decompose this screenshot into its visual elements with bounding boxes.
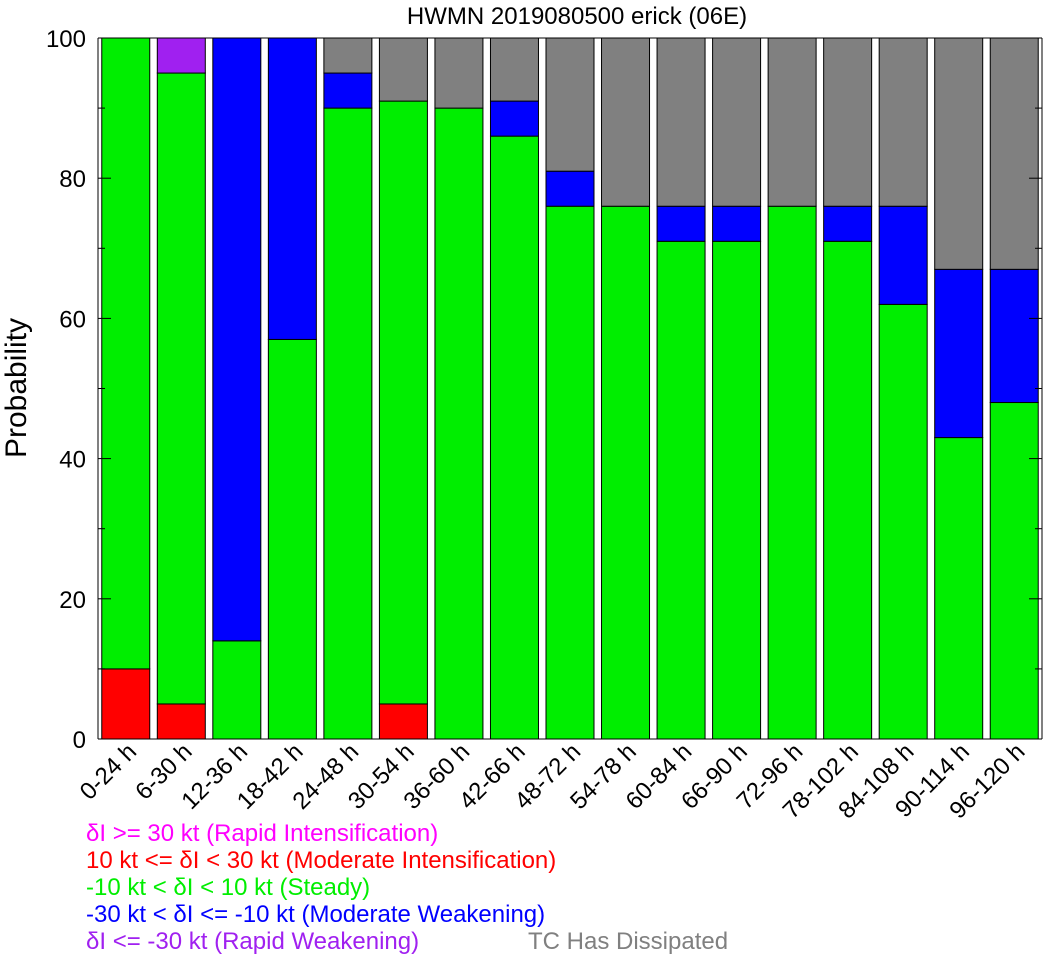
bar-30-54-h-dissipated <box>378 37 428 102</box>
legend-item-moderate-weakening: -30 kt < δI <= -10 kt (Moderate Weakenin… <box>86 901 546 928</box>
bar-90-114-h-dissipated <box>934 37 984 270</box>
bars-layer <box>101 37 1039 740</box>
bar-84-108-h-dissipated <box>878 37 928 207</box>
bar-24-48-h-moderate-weakening <box>323 72 373 109</box>
bar-36-60-h-steady <box>434 107 484 740</box>
bar-60-84-h-steady <box>656 240 706 740</box>
legend-item-rapid-intensification: δI >= 30 kt (Rapid Intensification) <box>86 820 439 847</box>
bar-90-114-h-moderate-weakening <box>934 268 984 439</box>
bar-60-84-h-dissipated <box>656 37 706 207</box>
bar-84-108-h-moderate-weakening <box>878 205 928 305</box>
bar-36-60-h-dissipated <box>434 37 484 109</box>
bar-72-96-h-dissipated <box>767 37 817 207</box>
bar-24-48-h-dissipated <box>323 37 373 74</box>
bar-0-24-h-steady <box>101 37 151 670</box>
y-tick-label: 100 <box>46 26 86 53</box>
bar-0-24-h-moderate-intensification <box>101 668 151 740</box>
bar-96-120-h-steady <box>989 402 1039 740</box>
bar-72-96-h-steady <box>767 205 817 740</box>
y-tick-label: 20 <box>59 587 86 614</box>
bar-24-48-h-steady <box>323 107 373 740</box>
bar-90-114-h-steady <box>934 437 984 740</box>
bar-96-120-h-dissipated <box>989 37 1039 270</box>
y-tick-label: 40 <box>59 447 86 474</box>
bar-54-78-h-dissipated <box>601 37 651 207</box>
y-tick-label: 60 <box>59 306 86 333</box>
bar-96-120-h-moderate-weakening <box>989 268 1039 404</box>
y-axis-label: Probability <box>0 318 33 458</box>
bar-66-90-h-moderate-weakening <box>712 205 762 242</box>
bar-12-36-h-moderate-weakening <box>212 37 262 642</box>
bar-42-66-h-moderate-weakening <box>489 100 539 137</box>
legend: δI >= 30 kt (Rapid Intensification) 10 k… <box>86 820 846 955</box>
bar-66-90-h-dissipated <box>712 37 762 207</box>
legend-item-moderate-intensification: 10 kt <= δI < 30 kt (Moderate Intensific… <box>86 847 557 874</box>
bar-48-72-h-moderate-weakening <box>545 170 595 207</box>
bar-48-72-h-steady <box>545 205 595 740</box>
bar-42-66-h-steady <box>489 135 539 740</box>
bar-48-72-h-dissipated <box>545 37 595 172</box>
bar-54-78-h-steady <box>601 205 651 740</box>
legend-item-rapid-weakening: δI <= -30 kt (Rapid Weakening) <box>86 928 420 955</box>
bar-42-66-h-dissipated <box>489 37 539 102</box>
bar-84-108-h-steady <box>878 303 928 740</box>
y-tick-label: 80 <box>59 166 86 193</box>
bar-6-30-h-steady <box>156 72 206 705</box>
y-tick-label: 0 <box>73 727 86 754</box>
bar-78-102-h-steady <box>823 240 873 740</box>
bar-78-102-h-moderate-weakening <box>823 205 873 242</box>
bar-60-84-h-moderate-weakening <box>656 205 706 242</box>
bar-6-30-h-moderate-intensification <box>156 703 206 740</box>
bar-66-90-h-steady <box>712 240 762 740</box>
bar-6-30-h-rapid-weakening <box>156 37 206 74</box>
bar-30-54-h-moderate-intensification <box>378 703 428 740</box>
bar-18-42-h-moderate-weakening <box>267 37 317 340</box>
axes-layer <box>97 37 1043 740</box>
bar-18-42-h-steady <box>267 338 317 740</box>
bar-78-102-h-dissipated <box>823 37 873 207</box>
legend-item-dissipated: TC Has Dissipated <box>528 928 729 955</box>
bar-12-36-h-steady <box>212 640 262 740</box>
chart-title: HWMN 2019080500 erick (06E) <box>407 3 747 30</box>
legend-item-steady: -10 kt < δI < 10 kt (Steady) <box>86 874 371 901</box>
bar-30-54-h-steady <box>378 100 428 705</box>
